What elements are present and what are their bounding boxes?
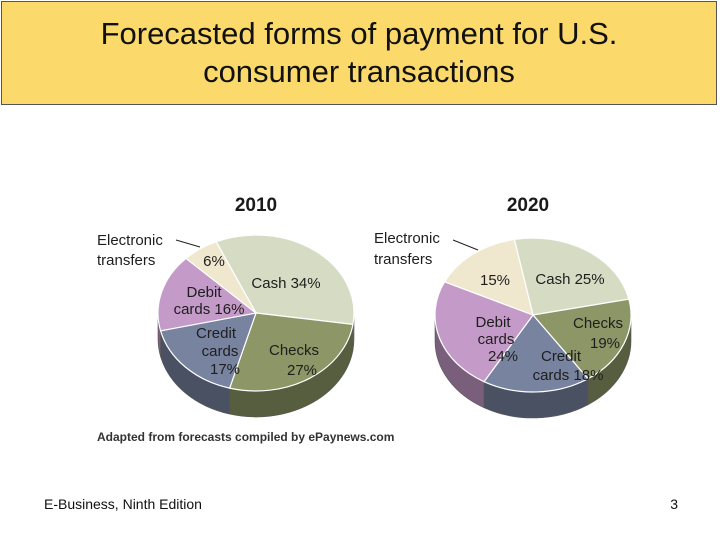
- pie-2020: [434, 237, 632, 419]
- credit-label-2020-line1: Credit: [541, 348, 582, 365]
- electronic-callout-2010-line1: Electronic: [97, 232, 163, 249]
- electronic-leader-line-2010: [175, 239, 201, 248]
- checks-label-2010-line1: Checks: [269, 342, 319, 359]
- pie-slice-2020-cash: [513, 237, 630, 316]
- pie-slice-2020-debit-cards: [434, 281, 534, 383]
- credit-label-2020-line2: cards 18%: [533, 367, 604, 384]
- pie-slice-2010-checks: [228, 312, 354, 392]
- electronic-callout-2020-line1: Electronic: [374, 230, 440, 247]
- pie-slice-2020-electronic-transfers: [443, 238, 534, 316]
- cash-label-2010: Cash 34%: [251, 275, 320, 292]
- slide-title: Forecasted forms of payment for U.S. con…: [100, 16, 618, 89]
- pie-slice-2020-checks: [531, 298, 632, 380]
- pie-2010: [157, 234, 355, 418]
- source-note: Adapted from forecasts compiled by ePayn…: [97, 430, 394, 444]
- page-number: 3: [670, 496, 678, 512]
- debit-label-2010-line1: Debit: [186, 284, 222, 301]
- checks-label-2020-line1: Checks: [573, 315, 623, 332]
- credit-label-2010-line1: Credit: [196, 325, 237, 342]
- debit-label-2020-line2: cards: [478, 331, 515, 348]
- checks-label-2020-line2: 19%: [590, 335, 620, 352]
- electronic-callout-2010-line2: transfers: [97, 252, 155, 269]
- electronic-pct-2020: 15%: [480, 272, 510, 289]
- title-banner: Forecasted forms of payment for U.S. con…: [1, 1, 717, 105]
- chart-title-2010: 2010: [235, 195, 277, 216]
- pie-slice-2010-electronic-transfers: [185, 241, 257, 314]
- pie-slice-2010-cash: [215, 234, 355, 326]
- pie-slice-2020-credit-cards: [483, 314, 589, 393]
- debit-label-2020-line3: 24%: [488, 348, 518, 365]
- electronic-leader-line-2020: [452, 239, 479, 251]
- checks-label-2010-line2: 27%: [287, 362, 317, 379]
- debit-label-2020-line1: Debit: [475, 314, 511, 331]
- pie-slice-2010-credit-cards: [159, 312, 257, 389]
- credit-label-2010-line3: 17%: [210, 361, 240, 378]
- electronic-callout-2020-line2: transfers: [374, 251, 432, 268]
- credit-label-2010-line2: cards: [202, 343, 239, 360]
- pies-layer: [157, 234, 632, 419]
- chart-title-2020: 2020: [507, 195, 549, 216]
- pie-slice-2010-debit-cards: [157, 257, 258, 332]
- cash-label-2020: Cash 25%: [535, 271, 604, 288]
- footer-edition: E-Business, Ninth Edition: [44, 496, 202, 512]
- debit-label-2010-line2: cards 16%: [174, 301, 245, 318]
- electronic-pct-2010: 6%: [203, 253, 225, 270]
